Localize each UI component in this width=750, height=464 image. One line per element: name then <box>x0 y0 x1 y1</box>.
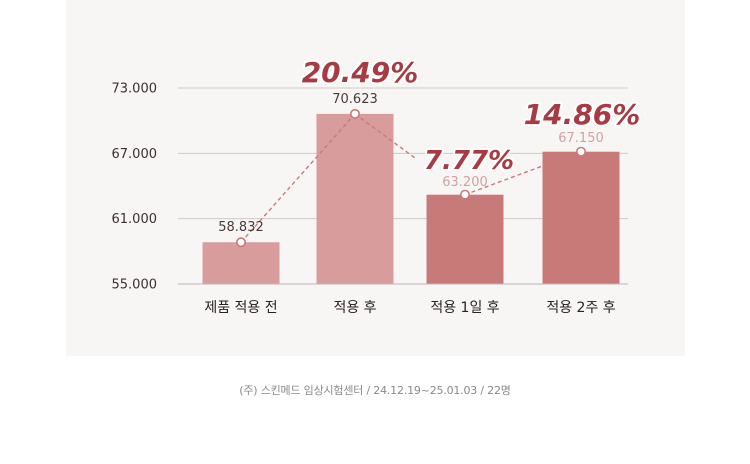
percent-change-annotation: 20.49% <box>302 56 419 89</box>
source-note: (주) 스킨메드 임상시험센터 / 24.12.19~25.01.03 / 22… <box>239 384 511 397</box>
y-tick-label: 55.000 <box>112 278 158 293</box>
trend-line-segment <box>240 113 356 243</box>
data-point-marker <box>575 146 586 157</box>
bar <box>542 151 620 284</box>
data-label: 63.200 <box>442 175 488 190</box>
data-label: 58.832 <box>218 220 264 235</box>
data-point-marker <box>459 189 470 200</box>
bar <box>426 194 504 284</box>
percent-change-annotation: 7.77% <box>424 146 514 176</box>
y-tick-label: 73.000 <box>112 82 158 97</box>
x-tick-label: 적용 2주 후 <box>546 300 615 316</box>
x-tick-label: 제품 적용 전 <box>204 300 277 316</box>
x-tick-label: 적용 후 <box>333 300 376 316</box>
data-point-marker <box>349 108 360 119</box>
data-point-marker <box>236 237 247 248</box>
trend-line-segment <box>464 163 547 196</box>
bar <box>202 242 280 284</box>
bar <box>316 113 394 284</box>
percent-change-annotation: 14.86% <box>524 98 641 131</box>
trend-line-segment <box>354 113 416 159</box>
x-tick-label: 적용 1일 후 <box>430 300 499 316</box>
data-label: 67.150 <box>558 131 604 146</box>
y-tick-label: 61.000 <box>112 212 158 227</box>
data-label: 70.623 <box>332 92 378 107</box>
y-tick-label: 67.000 <box>112 147 158 162</box>
